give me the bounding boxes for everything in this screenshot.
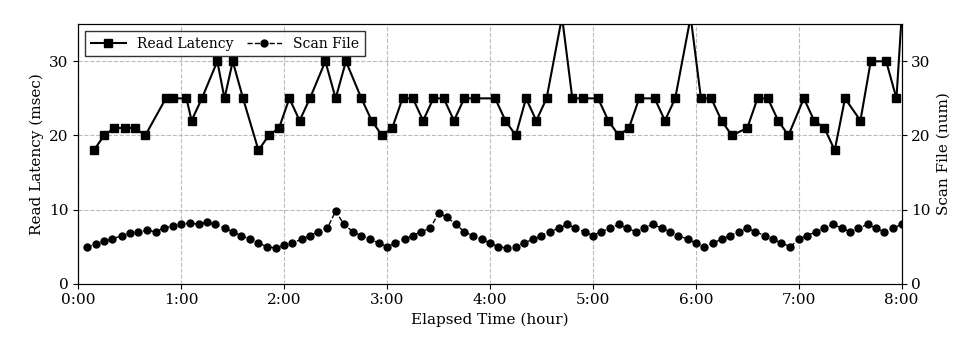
Read Latency	[896, 15, 907, 19]
Scan File	[321, 226, 333, 230]
Scan File	[329, 209, 342, 213]
Read Latency	[263, 133, 274, 137]
Scan File	[535, 234, 547, 238]
Line: Scan File: Scan File	[83, 208, 906, 252]
Scan File	[896, 222, 907, 227]
Y-axis label: Read Latency (msec): Read Latency (msec)	[29, 73, 44, 235]
Read Latency	[557, 15, 568, 19]
Read Latency	[772, 119, 784, 123]
Line: Read Latency: Read Latency	[89, 13, 906, 154]
Scan File	[450, 222, 462, 227]
Scan File	[510, 245, 521, 249]
Legend: Read Latency, Scan File: Read Latency, Scan File	[85, 31, 365, 56]
Read Latency	[829, 148, 841, 152]
Y-axis label: Scan File (num): Scan File (num)	[936, 92, 951, 216]
Read Latency	[489, 96, 501, 100]
Scan File	[270, 246, 282, 250]
Read Latency	[88, 148, 100, 152]
Read Latency	[798, 96, 809, 100]
Scan File	[844, 230, 857, 234]
X-axis label: Elapsed Time (hour): Elapsed Time (hour)	[412, 313, 568, 327]
Scan File	[80, 245, 92, 249]
Scan File	[193, 222, 205, 227]
Read Latency	[356, 96, 368, 100]
